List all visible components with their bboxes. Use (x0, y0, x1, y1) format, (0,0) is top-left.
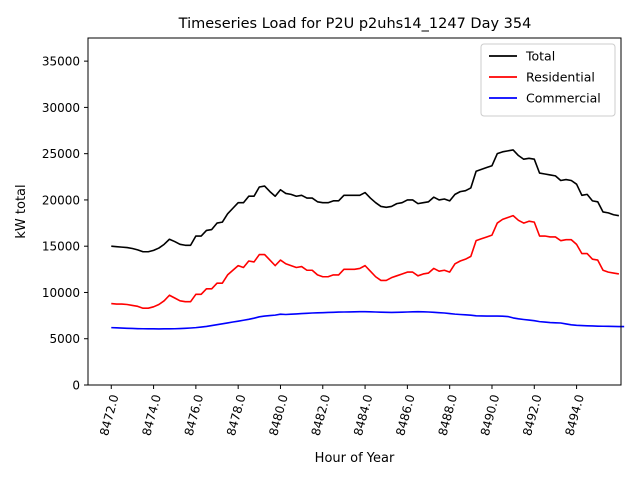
y-axis-label: kW total (14, 184, 29, 238)
x-tick-label: 8490.0 (478, 393, 502, 437)
x-tick-label: 8476.0 (182, 393, 206, 437)
legend-label-commercial: Commercial (526, 91, 601, 106)
x-tick-label: 8472.0 (97, 393, 121, 437)
x-tick-label: 8480.0 (266, 393, 290, 437)
y-tick-label: 15000 (42, 240, 80, 254)
x-tick-label: 8484.0 (351, 393, 375, 437)
y-tick-label: 10000 (42, 286, 80, 300)
x-tick-label: 8488.0 (436, 393, 460, 437)
series-layer (111, 149, 625, 330)
legend: Total Residential Commercial (480, 43, 616, 117)
legend-label-total: Total (525, 49, 555, 64)
series-line-total (111, 149, 620, 253)
x-axis-label: Hour of Year (315, 451, 395, 466)
y-tick-label: 20000 (42, 193, 80, 207)
chart-title: Timeseries Load for P2U p2uhs14_1247 Day… (178, 16, 532, 32)
series-line-residential (111, 214, 620, 310)
x-tick-label: 8482.0 (309, 393, 333, 437)
y-tick-label: 30000 (42, 101, 80, 115)
x-tick-label: 8474.0 (139, 393, 163, 437)
y-axis: 0 5000 10000 15000 20000 25000 30000 35000 (42, 55, 88, 393)
legend-label-residential: Residential (526, 70, 595, 85)
y-tick-label: 35000 (42, 55, 80, 69)
y-tick-label: 0 (72, 379, 80, 393)
series-line-commercial (111, 310, 625, 330)
x-tick-label: 8492.0 (520, 393, 544, 437)
x-tick-label: 8486.0 (393, 393, 417, 437)
x-tick-label: 8478.0 (224, 393, 248, 437)
plot-frame (87, 37, 622, 386)
y-tick-label: 25000 (42, 147, 80, 161)
y-tick-label: 5000 (49, 332, 80, 346)
x-axis: 8472.0 8474.0 8476.0 8478.0 8480.0 8482.0 8484… (97, 385, 587, 437)
x-tick-label: 8494.0 (562, 393, 586, 437)
